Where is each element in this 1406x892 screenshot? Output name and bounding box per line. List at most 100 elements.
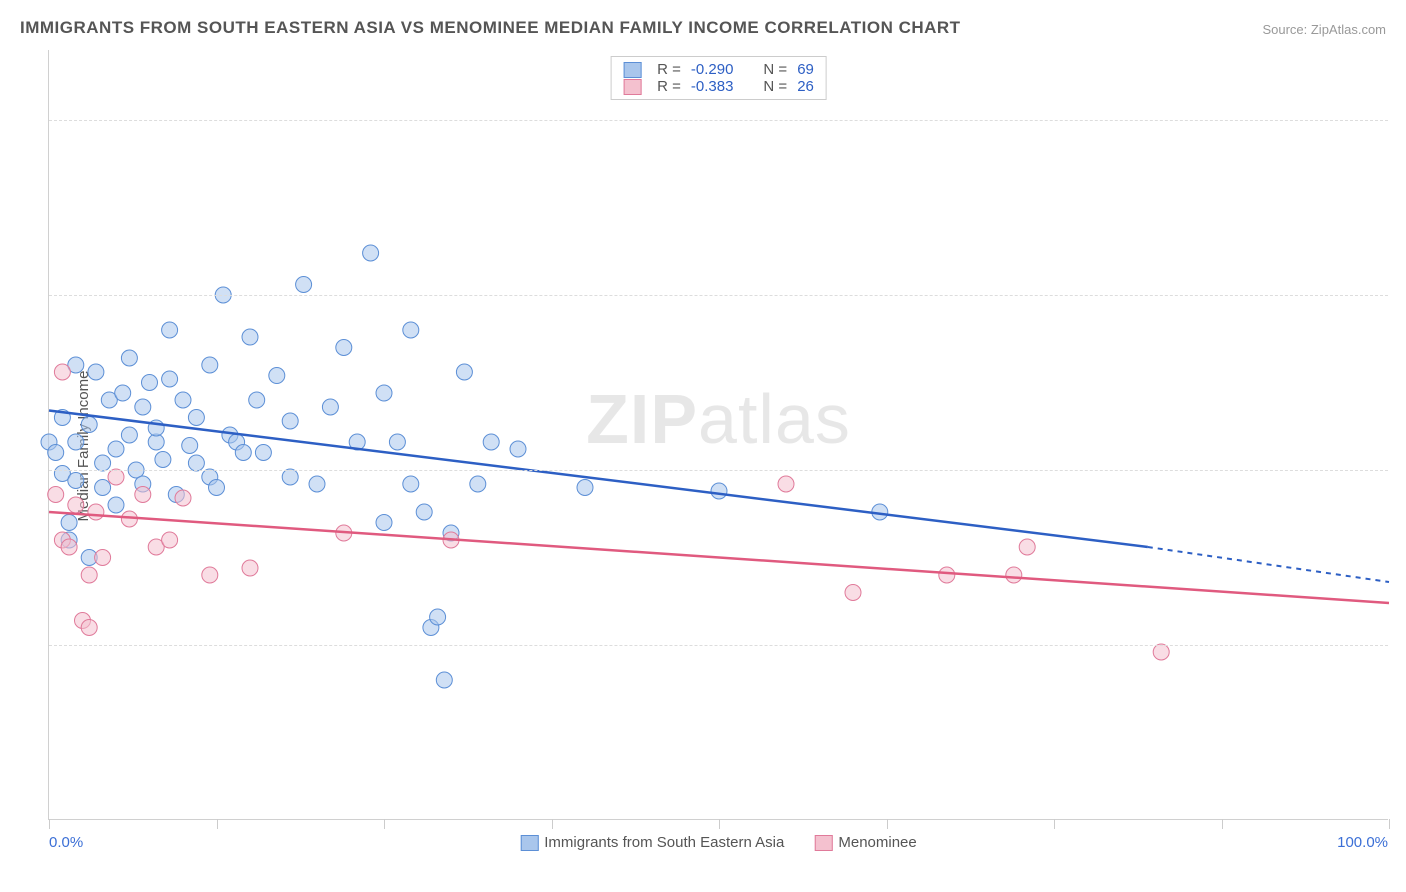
gridline xyxy=(49,120,1388,121)
data-point xyxy=(242,560,258,576)
gridline xyxy=(49,295,1388,296)
data-point xyxy=(577,480,593,496)
correlation-row: R = -0.383N = 26 xyxy=(623,78,814,95)
data-point xyxy=(1019,539,1035,555)
x-tick xyxy=(1389,819,1390,829)
x-tick xyxy=(1054,819,1055,829)
data-point xyxy=(61,515,77,531)
data-point xyxy=(88,504,104,520)
data-point xyxy=(115,385,131,401)
correlation-r-label: R = xyxy=(657,78,681,95)
data-point xyxy=(296,277,312,293)
data-point xyxy=(48,445,64,461)
data-point xyxy=(363,245,379,261)
data-point xyxy=(162,371,178,387)
data-point xyxy=(403,322,419,338)
data-point xyxy=(68,497,84,513)
data-point xyxy=(939,567,955,583)
correlation-n-value: 69 xyxy=(797,61,814,78)
data-point xyxy=(48,487,64,503)
legend-swatch xyxy=(814,835,832,851)
data-point xyxy=(845,585,861,601)
data-point xyxy=(175,392,191,408)
data-point xyxy=(175,490,191,506)
y-tick-label: $150,000 xyxy=(1398,287,1406,304)
data-point xyxy=(54,364,70,380)
x-tick xyxy=(1222,819,1223,829)
trendline xyxy=(49,512,1389,603)
y-tick-label: $200,000 xyxy=(1398,112,1406,129)
data-point xyxy=(1006,567,1022,583)
data-point xyxy=(95,455,111,471)
data-point xyxy=(108,497,124,513)
x-tick xyxy=(217,819,218,829)
data-point xyxy=(108,469,124,485)
data-point xyxy=(135,487,151,503)
scatter-plot-svg xyxy=(49,50,1388,819)
legend-swatch xyxy=(520,835,538,851)
correlation-row: R = -0.290N = 69 xyxy=(623,61,814,78)
data-point xyxy=(1153,644,1169,660)
data-point xyxy=(81,620,97,636)
x-axis-min-label: 0.0% xyxy=(49,834,83,851)
data-point xyxy=(430,609,446,625)
data-point xyxy=(188,455,204,471)
correlation-n-label: N = xyxy=(763,78,787,95)
data-point xyxy=(456,364,472,380)
data-point xyxy=(142,375,158,391)
data-point xyxy=(470,476,486,492)
data-point xyxy=(510,441,526,457)
legend-item: Menominee xyxy=(814,834,916,851)
data-point xyxy=(336,340,352,356)
data-point xyxy=(68,473,84,489)
data-point xyxy=(436,672,452,688)
y-tick-label: $50,000 xyxy=(1398,637,1406,654)
data-point xyxy=(188,410,204,426)
data-point xyxy=(309,476,325,492)
correlation-legend: R = -0.290N = 69R = -0.383N = 26 xyxy=(610,56,827,100)
legend-item: Immigrants from South Eastern Asia xyxy=(520,834,784,851)
data-point xyxy=(61,539,77,555)
data-point xyxy=(209,480,225,496)
data-point xyxy=(403,476,419,492)
x-tick xyxy=(384,819,385,829)
data-point xyxy=(81,417,97,433)
y-tick-label: $100,000 xyxy=(1398,462,1406,479)
data-point xyxy=(235,445,251,461)
x-axis-max-label: 100.0% xyxy=(1337,834,1388,851)
data-point xyxy=(282,469,298,485)
legend-swatch xyxy=(623,62,641,78)
trendline-extrapolated xyxy=(1148,547,1389,582)
series-legend: Immigrants from South Eastern Asia Menomi… xyxy=(520,834,917,851)
correlation-r-value: -0.290 xyxy=(691,61,734,78)
legend-swatch xyxy=(623,79,641,95)
data-point xyxy=(202,357,218,373)
data-point xyxy=(81,567,97,583)
x-tick xyxy=(719,819,720,829)
data-point xyxy=(135,399,151,415)
source-attribution: Source: ZipAtlas.com xyxy=(1262,22,1386,37)
data-point xyxy=(162,532,178,548)
data-point xyxy=(202,567,218,583)
correlation-n-value: 26 xyxy=(797,78,814,95)
legend-label: Menominee xyxy=(838,834,916,851)
legend-label: Immigrants from South Eastern Asia xyxy=(544,834,784,851)
data-point xyxy=(389,434,405,450)
chart-area: ZIPatlas R = -0.290N = 69R = -0.383N = 2… xyxy=(48,50,1388,820)
gridline xyxy=(49,645,1388,646)
data-point xyxy=(778,476,794,492)
data-point xyxy=(162,322,178,338)
data-point xyxy=(121,350,137,366)
data-point xyxy=(322,399,338,415)
correlation-r-label: R = xyxy=(657,61,681,78)
data-point xyxy=(282,413,298,429)
data-point xyxy=(249,392,265,408)
data-point xyxy=(376,385,392,401)
data-point xyxy=(95,480,111,496)
x-tick xyxy=(49,819,50,829)
data-point xyxy=(121,427,137,443)
data-point xyxy=(88,364,104,380)
gridline xyxy=(49,470,1388,471)
data-point xyxy=(95,550,111,566)
data-point xyxy=(182,438,198,454)
